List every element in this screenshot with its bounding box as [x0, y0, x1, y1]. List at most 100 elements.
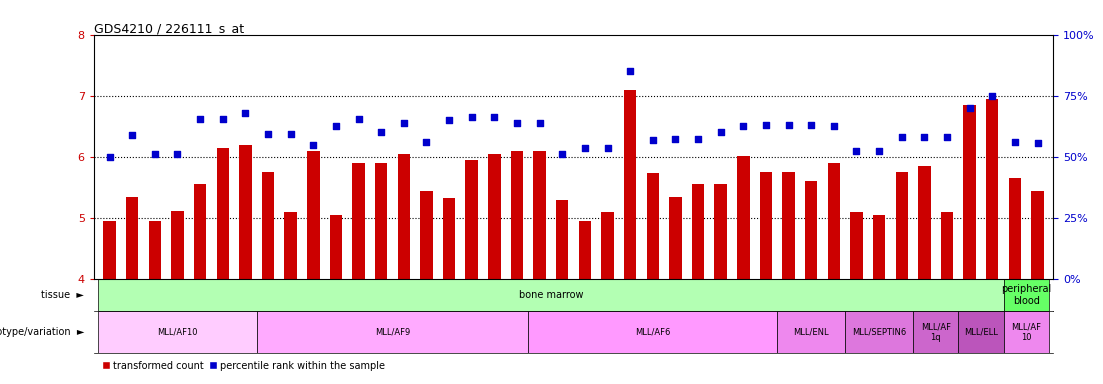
Bar [959, 311, 1004, 353]
Point [124, 132, 141, 139]
Point [463, 114, 481, 120]
Bar [579, 221, 591, 279]
Bar [98, 311, 257, 353]
Point [893, 134, 911, 141]
Bar [872, 215, 886, 279]
Bar [528, 311, 778, 353]
Bar [963, 105, 976, 279]
Text: GDS4210 / 226111_s_at: GDS4210 / 226111_s_at [94, 22, 244, 35]
Point [847, 148, 865, 154]
Bar [149, 221, 161, 279]
Point [100, 154, 118, 160]
Point [576, 145, 593, 151]
Point [440, 117, 458, 123]
Point [711, 129, 729, 136]
Bar [104, 221, 116, 279]
Point [259, 131, 277, 137]
Bar [941, 212, 953, 279]
Bar [1004, 311, 1049, 353]
Bar [330, 215, 342, 279]
Bar [465, 160, 478, 279]
Point [689, 136, 707, 142]
Text: MLL/AF6: MLL/AF6 [635, 328, 671, 337]
Bar [850, 212, 863, 279]
Text: tissue  ►: tissue ► [41, 290, 84, 300]
Bar [194, 184, 206, 279]
Bar [913, 311, 959, 353]
Text: MLL/SEPTIN6: MLL/SEPTIN6 [852, 328, 907, 337]
Point [146, 151, 163, 157]
Bar [670, 197, 682, 279]
Text: MLL/AF10: MLL/AF10 [158, 328, 197, 337]
Bar [601, 212, 613, 279]
Bar [261, 172, 275, 279]
Bar [397, 154, 410, 279]
Bar [239, 145, 251, 279]
Bar [782, 172, 795, 279]
Bar [692, 184, 704, 279]
Bar [1008, 178, 1021, 279]
Point [825, 123, 843, 129]
Point [644, 137, 662, 143]
Bar [443, 198, 456, 279]
Point [961, 105, 978, 111]
Point [554, 151, 571, 157]
Point [599, 145, 617, 151]
Point [757, 122, 774, 128]
Point [780, 122, 797, 128]
Bar [624, 89, 636, 279]
Point [169, 151, 186, 157]
Point [236, 110, 254, 116]
Bar [352, 163, 365, 279]
Point [373, 129, 390, 136]
Text: genotype/variation  ►: genotype/variation ► [0, 328, 84, 338]
Point [191, 116, 208, 122]
Bar [896, 172, 908, 279]
Point [485, 114, 503, 120]
Bar [715, 184, 727, 279]
Bar [489, 154, 501, 279]
Point [418, 139, 436, 145]
Text: MLL/AF9: MLL/AF9 [375, 328, 410, 337]
Text: peripheral
blood: peripheral blood [1002, 285, 1051, 306]
Bar [285, 212, 297, 279]
Bar [126, 197, 139, 279]
Point [214, 116, 232, 122]
Bar [760, 172, 772, 279]
Point [621, 68, 639, 74]
Text: MLL/AF
1q: MLL/AF 1q [921, 323, 951, 342]
Bar [827, 163, 840, 279]
Bar [216, 148, 229, 279]
Bar [845, 311, 913, 353]
Bar [534, 151, 546, 279]
Bar [307, 151, 320, 279]
Text: bone marrow: bone marrow [518, 290, 583, 300]
Bar [1004, 279, 1049, 311]
Point [350, 116, 367, 122]
Text: MLL/AF
10: MLL/AF 10 [1011, 323, 1041, 342]
Point [984, 93, 1002, 99]
Text: MLL/ENL: MLL/ENL [793, 328, 829, 337]
Bar [646, 174, 658, 279]
Bar [805, 181, 817, 279]
Point [1006, 139, 1024, 145]
Bar [257, 311, 528, 353]
Bar [737, 156, 750, 279]
Bar [420, 190, 432, 279]
Bar [986, 99, 998, 279]
Legend: transformed count, percentile rank within the sample: transformed count, percentile rank withi… [98, 357, 388, 375]
Bar [778, 311, 845, 353]
Point [915, 134, 933, 141]
Point [328, 123, 345, 129]
Point [939, 134, 956, 141]
Point [395, 120, 413, 126]
Bar [918, 166, 931, 279]
Bar [375, 163, 387, 279]
Bar [511, 151, 523, 279]
Point [1029, 141, 1047, 147]
Point [666, 136, 684, 142]
Bar [1031, 190, 1043, 279]
Bar [171, 211, 184, 279]
Point [735, 123, 752, 129]
Point [282, 131, 300, 137]
